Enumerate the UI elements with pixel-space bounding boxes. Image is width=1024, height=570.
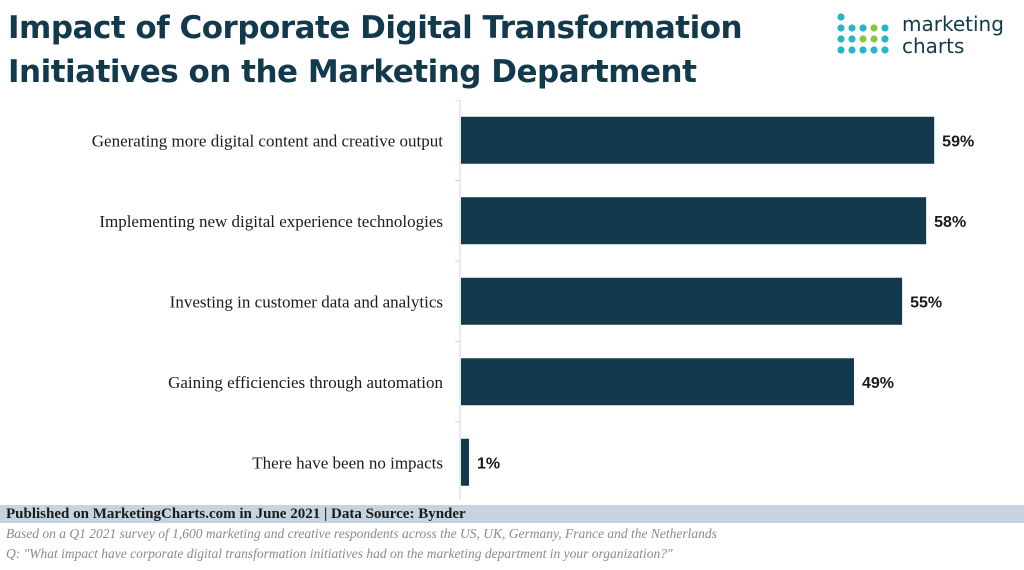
- logo-dot: [870, 24, 878, 32]
- logo-dot: [848, 46, 856, 54]
- data-label: 1%: [477, 455, 500, 472]
- logo-dot: [837, 35, 845, 43]
- bar: [461, 438, 470, 486]
- bar: [461, 197, 927, 245]
- category-label: Investing in customer data and analytics: [170, 292, 443, 311]
- chart-title: Impact of Corporate Digital Transformati…: [8, 6, 768, 94]
- logo-dot: [881, 46, 889, 54]
- logo-text-line2: charts: [902, 34, 965, 58]
- data-label: 55%: [910, 294, 942, 311]
- footer-published: Published on MarketingCharts.com in June…: [6, 506, 466, 522]
- logo-dot: [848, 35, 856, 43]
- category-label: There have been no impacts: [252, 453, 443, 472]
- category-label: Generating more digital content and crea…: [92, 131, 443, 150]
- category-label: Implementing new digital experience tech…: [99, 212, 443, 231]
- data-label: 59%: [942, 133, 974, 150]
- logo-dot: [870, 35, 878, 43]
- marketingcharts-logo[interactable]: marketing charts: [836, 12, 1021, 62]
- logo-dot: [837, 13, 845, 21]
- logo-dots-icon: [837, 13, 889, 54]
- footer-note-survey: Based on a Q1 2021 survey of 1,600 marke…: [6, 526, 717, 541]
- logo-dot: [837, 24, 845, 32]
- logo-dot: [837, 46, 845, 54]
- data-label: 49%: [862, 375, 894, 392]
- title-line-1: Impact of Corporate Digital Transformati…: [8, 10, 743, 46]
- logo-dot: [881, 35, 889, 43]
- logo-dot: [859, 35, 867, 43]
- logo-dot: [859, 46, 867, 54]
- bar-chart: Generating more digital content and crea…: [92, 100, 974, 500]
- bar: [461, 358, 854, 406]
- footer-note-question: Q: "What impact have corporate digital t…: [6, 546, 673, 561]
- logo-dot: [870, 46, 878, 54]
- logo-dot: [859, 24, 867, 32]
- bar: [461, 277, 903, 325]
- logo-dot: [881, 24, 889, 32]
- title-line-2: Initiatives on the Marketing Department: [8, 54, 697, 90]
- category-label: Gaining efficiencies through automation: [168, 373, 443, 392]
- bar: [461, 116, 935, 164]
- logo-dot: [848, 24, 856, 32]
- logo-text-line1: marketing: [902, 12, 1004, 36]
- logo-wordmark: marketing charts: [902, 13, 1004, 57]
- footer-band: [0, 505, 1024, 523]
- data-label: 58%: [934, 214, 966, 231]
